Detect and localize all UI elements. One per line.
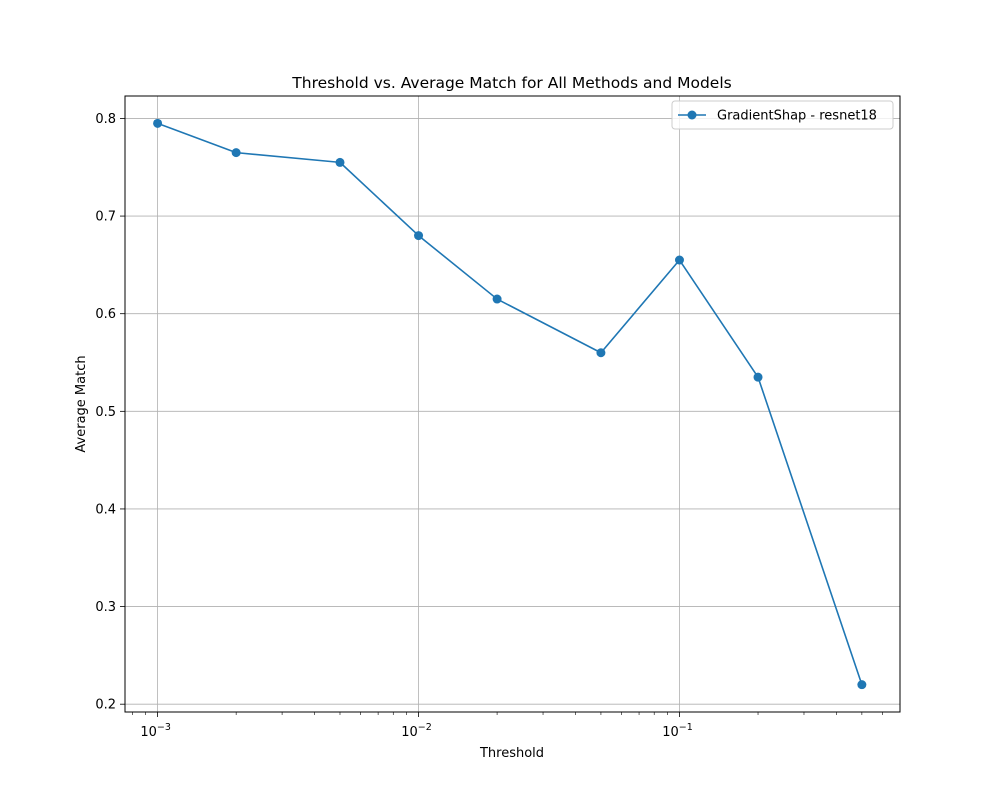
y-tick-label: 0.7 [95, 210, 116, 225]
y-tick-label: 0.5 [95, 405, 116, 420]
data-point [231, 148, 241, 158]
data-point [153, 118, 163, 128]
data-point [753, 372, 763, 382]
data-point [857, 680, 867, 690]
data-point [414, 231, 424, 241]
y-tick-label: 0.8 [95, 112, 116, 127]
data-point [596, 348, 606, 358]
y-axis-ticks: 0.2 0.3 0.4 0.5 0.6 0.7 0.8 [95, 112, 125, 713]
y-tick-label: 0.3 [95, 600, 116, 615]
x-tick-label: 10−1 [662, 722, 693, 740]
y-tick-label: 0.4 [95, 502, 116, 517]
data-point [492, 294, 502, 304]
chart-title: Threshold vs. Average Match for All Meth… [291, 74, 731, 92]
y-tick-label: 0.2 [95, 698, 116, 713]
data-point [335, 157, 345, 167]
x-tick-label: 10−3 [140, 722, 171, 740]
x-tick-label: 10−2 [401, 722, 432, 740]
series-layer [153, 118, 867, 690]
legend: GradientShap - resnet18 [671, 100, 894, 130]
y-tick-label: 0.6 [95, 307, 116, 322]
legend-box [671, 100, 894, 130]
x-axis-ticks: 10−3 10−2 10−1 [140, 712, 693, 740]
legend-entry-label: GradientShap - resnet18 [717, 109, 877, 124]
data-point [674, 255, 684, 265]
legend-marker-sample [687, 110, 697, 120]
plot-frame [124, 95, 901, 713]
y-axis-label: Average Match [74, 355, 89, 452]
x-axis-label: Threshold [479, 746, 544, 761]
